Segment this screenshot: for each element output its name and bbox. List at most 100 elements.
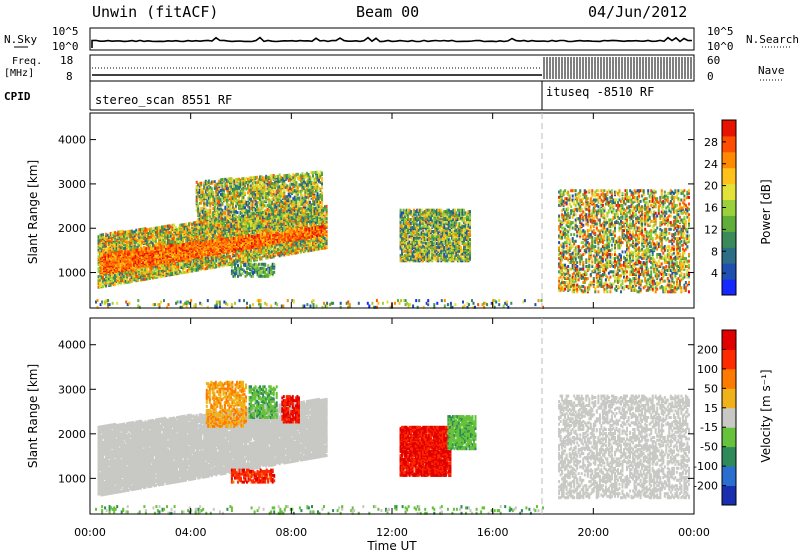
data-cell xyxy=(124,237,127,241)
cpid-label: CPID xyxy=(4,90,31,103)
data-cell xyxy=(325,244,328,248)
data-cell xyxy=(100,284,103,287)
data-cell xyxy=(97,279,100,283)
data-cell xyxy=(123,238,126,242)
data-cell xyxy=(112,283,115,287)
data-cell xyxy=(325,207,328,211)
data-cell xyxy=(138,232,141,236)
nsky-series-line xyxy=(91,36,693,48)
data-cell xyxy=(129,237,132,241)
data-cell xyxy=(106,276,109,280)
data-cell xyxy=(124,230,127,234)
freq-label: Freq. xyxy=(12,56,42,67)
data-cell xyxy=(106,247,109,250)
data-cell xyxy=(129,277,132,281)
data-cell xyxy=(120,230,123,233)
data-cell xyxy=(120,243,123,247)
freq-tick-top: 18 xyxy=(60,54,73,67)
data-cell xyxy=(102,275,105,279)
data-cell xyxy=(97,251,100,255)
data-cell xyxy=(136,243,139,247)
data-cell xyxy=(121,275,124,278)
data-cell xyxy=(120,238,123,241)
data-cell xyxy=(124,246,127,250)
data-cell xyxy=(118,272,121,276)
data-cell xyxy=(102,249,105,253)
data-cell xyxy=(114,231,117,235)
data-cell xyxy=(105,232,108,236)
data-cell xyxy=(132,270,135,274)
data-cell xyxy=(124,279,127,283)
data-cell xyxy=(118,240,121,244)
data-cell xyxy=(102,285,105,289)
data-cell xyxy=(103,236,106,240)
data-cell xyxy=(108,246,111,250)
data-cell xyxy=(138,228,141,232)
noise-right-tick-top: 10^5 xyxy=(707,25,734,38)
data-cell xyxy=(112,238,115,241)
beam-title: Beam 00 xyxy=(356,3,419,21)
data-cell xyxy=(135,275,138,279)
data-cell xyxy=(102,239,105,243)
noise-panel xyxy=(89,27,695,51)
data-cell xyxy=(325,216,328,220)
data-cell xyxy=(108,277,111,281)
freq-unit-label: [MHz] xyxy=(4,68,34,79)
data-cell xyxy=(126,234,129,238)
data-cell xyxy=(97,275,100,279)
data-cell xyxy=(99,251,102,254)
data-cell xyxy=(123,241,126,245)
date-title: 04/Jun/2012 xyxy=(588,3,687,21)
data-cell xyxy=(100,238,103,242)
data-cell xyxy=(102,279,105,283)
data-cell xyxy=(121,232,124,236)
data-cell xyxy=(139,238,142,242)
data-cell xyxy=(99,233,102,237)
data-cell xyxy=(129,229,132,233)
data-cell xyxy=(106,278,109,282)
data-cell xyxy=(112,276,115,280)
data-cell xyxy=(139,228,142,231)
data-cell xyxy=(132,277,135,281)
data-cell xyxy=(135,236,138,240)
data-cell xyxy=(112,243,115,247)
data-cell xyxy=(136,231,139,235)
data-cell xyxy=(127,240,130,244)
data-cell xyxy=(108,241,111,245)
data-cell xyxy=(99,285,102,289)
data-cell xyxy=(114,245,117,249)
data-cell xyxy=(325,242,328,246)
data-cell xyxy=(105,243,108,247)
data-cell xyxy=(130,246,133,250)
data-cell xyxy=(118,247,121,251)
data-cell xyxy=(126,270,129,274)
data-cell xyxy=(112,234,115,237)
data-cell xyxy=(109,243,112,247)
data-cell xyxy=(100,276,103,279)
data-cell xyxy=(114,243,117,247)
data-cell xyxy=(103,278,106,282)
data-cell xyxy=(123,270,126,274)
data-cell xyxy=(135,232,138,236)
data-cell xyxy=(115,278,118,282)
data-cell xyxy=(126,230,129,234)
data-cell xyxy=(117,275,120,279)
data-cell xyxy=(250,259,253,263)
nsky-label: N.Sky xyxy=(4,33,37,46)
data-cell xyxy=(132,239,135,243)
data-cell xyxy=(136,275,139,278)
data-cell xyxy=(127,280,130,284)
data-cell xyxy=(118,230,121,234)
data-cell xyxy=(139,278,142,282)
noise-right-tick-bottom: 10^0 xyxy=(707,40,734,53)
data-cell xyxy=(325,230,328,234)
data-cell xyxy=(114,281,117,285)
data-cell xyxy=(129,244,132,248)
data-cell xyxy=(133,246,136,250)
data-cell xyxy=(138,241,141,245)
data-cell xyxy=(123,230,126,234)
data-cell xyxy=(97,267,100,271)
data-cell xyxy=(100,249,103,253)
noise-left-tick-bottom: 10^0 xyxy=(52,40,79,53)
